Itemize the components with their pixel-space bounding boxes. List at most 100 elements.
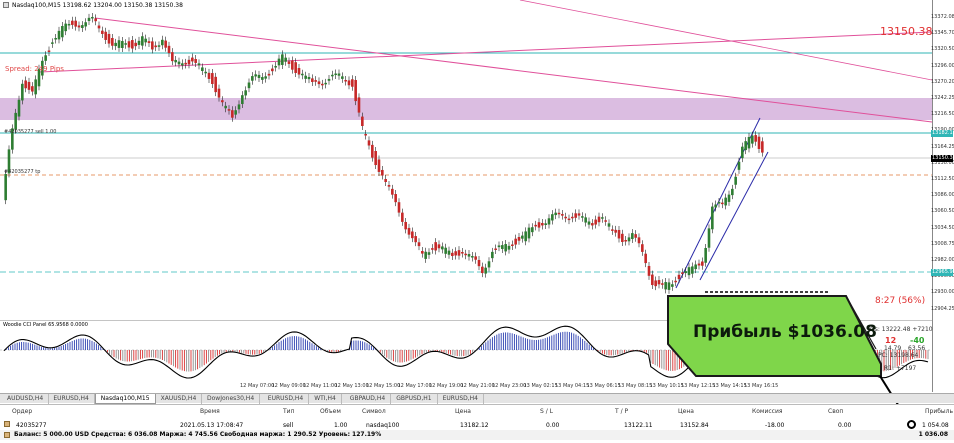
candle-body <box>187 59 191 65</box>
time-tick: 13 May 12:15 <box>681 383 716 389</box>
candle-body <box>627 237 631 242</box>
candle-body <box>301 73 304 76</box>
column-header[interactable]: Время <box>200 408 220 415</box>
balance-row: Баланс: 5 000.00 USD Средства: 6 036.08 … <box>0 430 954 440</box>
candle-body <box>384 178 387 183</box>
candle-body <box>147 41 151 43</box>
column-header[interactable]: Символ <box>362 408 386 415</box>
candle-body <box>171 52 174 62</box>
candle-body <box>354 80 357 102</box>
candle-body <box>181 63 184 66</box>
candle-body <box>244 90 247 96</box>
candle-body <box>661 283 664 285</box>
candle-body <box>611 229 614 231</box>
price-tag: 13150.38 <box>880 25 933 38</box>
candle-body <box>121 41 124 48</box>
tab-nasdaq100-m15[interactable]: Nasdaq100,M15 <box>94 394 156 404</box>
candle-body <box>697 263 701 266</box>
candle-body <box>407 227 411 235</box>
tab-dowjones30-h4[interactable]: DowJones30,H4 <box>202 394 261 404</box>
candle-body <box>434 242 437 251</box>
candle-body <box>61 26 64 38</box>
candle-body <box>761 141 764 153</box>
tab-gbpusd-h1[interactable]: GBPUSD,H1 <box>391 394 438 404</box>
column-header[interactable]: Объем <box>320 408 341 415</box>
candle-body <box>47 50 51 52</box>
time-tick: 12 May 15:00 <box>366 383 401 389</box>
column-header[interactable]: Прибыль <box>925 408 954 415</box>
candle-body <box>664 282 667 290</box>
tab-eurusd-h4[interactable]: EURUSD,H4 <box>263 394 310 404</box>
column-header[interactable]: T / P <box>615 408 629 415</box>
candle-body <box>211 73 214 84</box>
tab-eurusd-h4[interactable]: EURUSD,H4 <box>438 394 485 404</box>
candle-body <box>504 244 507 252</box>
candle-body <box>347 80 351 86</box>
column-header[interactable]: Цена <box>678 408 694 415</box>
candle-body <box>457 250 461 256</box>
candle-body <box>441 246 444 250</box>
tab-gbpaud-h4[interactable]: GBPAUD,H4 <box>345 394 392 404</box>
candle-body <box>647 265 651 276</box>
candle-body <box>64 23 67 32</box>
balance-total: 1 036.08 <box>918 431 948 438</box>
candle-body <box>351 79 354 87</box>
candle-body <box>267 73 271 76</box>
tab-audusd-h4[interactable]: AUDUSD,H4 <box>2 394 50 404</box>
candle-body <box>424 251 427 259</box>
tab-eurusd-h4[interactable]: EURUSD,H4 <box>48 394 95 404</box>
candle-body <box>294 62 297 73</box>
column-header[interactable]: Цена <box>455 408 471 415</box>
column-header[interactable]: S / L <box>540 408 553 415</box>
candle-body <box>334 73 337 76</box>
candle-body <box>131 40 134 49</box>
chart-area[interactable]: Nasdaq100,M15 13198.62 13204.00 13150.38… <box>0 0 954 392</box>
price-tick: 13138.00 <box>931 159 954 166</box>
candle-body <box>254 74 257 77</box>
candle-body <box>744 141 747 151</box>
candle-body <box>561 214 564 216</box>
candle-body <box>601 217 604 219</box>
candle-body <box>731 188 734 196</box>
candle-body <box>144 38 147 43</box>
candles-group <box>4 12 764 294</box>
candle-body <box>497 245 501 248</box>
candle-body <box>114 42 117 47</box>
candle-body <box>284 57 287 62</box>
tab-xauusd-h4[interactable]: XAUUSD,H4 <box>156 394 203 404</box>
table-cell: 1 054.08 <box>922 422 949 429</box>
candle-body <box>534 224 537 227</box>
candle-body <box>324 82 327 85</box>
candle-body <box>337 73 341 76</box>
price-axis[interactable] <box>932 0 954 392</box>
column-header[interactable]: Комиссия <box>752 408 783 415</box>
price-chart[interactable] <box>0 0 932 320</box>
candle-body <box>71 20 74 25</box>
candle-body <box>37 68 41 87</box>
time-tick: 13 May 08:15 <box>618 383 653 389</box>
price-tick: 13216.50 <box>931 111 954 118</box>
candle-body <box>214 76 217 93</box>
candle-body <box>201 67 204 72</box>
candle-body <box>104 31 107 40</box>
candle-body <box>261 77 264 80</box>
candle-body <box>531 227 534 233</box>
column-header[interactable]: Своп <box>828 408 844 415</box>
time-tick: 12 May 09:00 <box>271 383 306 389</box>
tab-wti-h4[interactable]: WTI,H4 <box>309 394 342 404</box>
price-tick: 13008.75 <box>931 240 954 247</box>
candle-body <box>671 284 674 287</box>
column-header[interactable]: Ордер <box>12 408 33 415</box>
candle-body <box>447 250 451 255</box>
candle-body <box>471 256 474 258</box>
candle-body <box>587 221 591 225</box>
column-header[interactable]: Тип <box>283 408 295 415</box>
candle-body <box>257 74 261 79</box>
candle-body <box>451 252 454 257</box>
candle-body <box>607 223 611 227</box>
candle-body <box>101 30 104 34</box>
price-tick: 12904.25 <box>931 305 954 312</box>
candle-body <box>437 244 441 249</box>
candle-body <box>381 169 384 176</box>
candle-body <box>677 274 681 280</box>
